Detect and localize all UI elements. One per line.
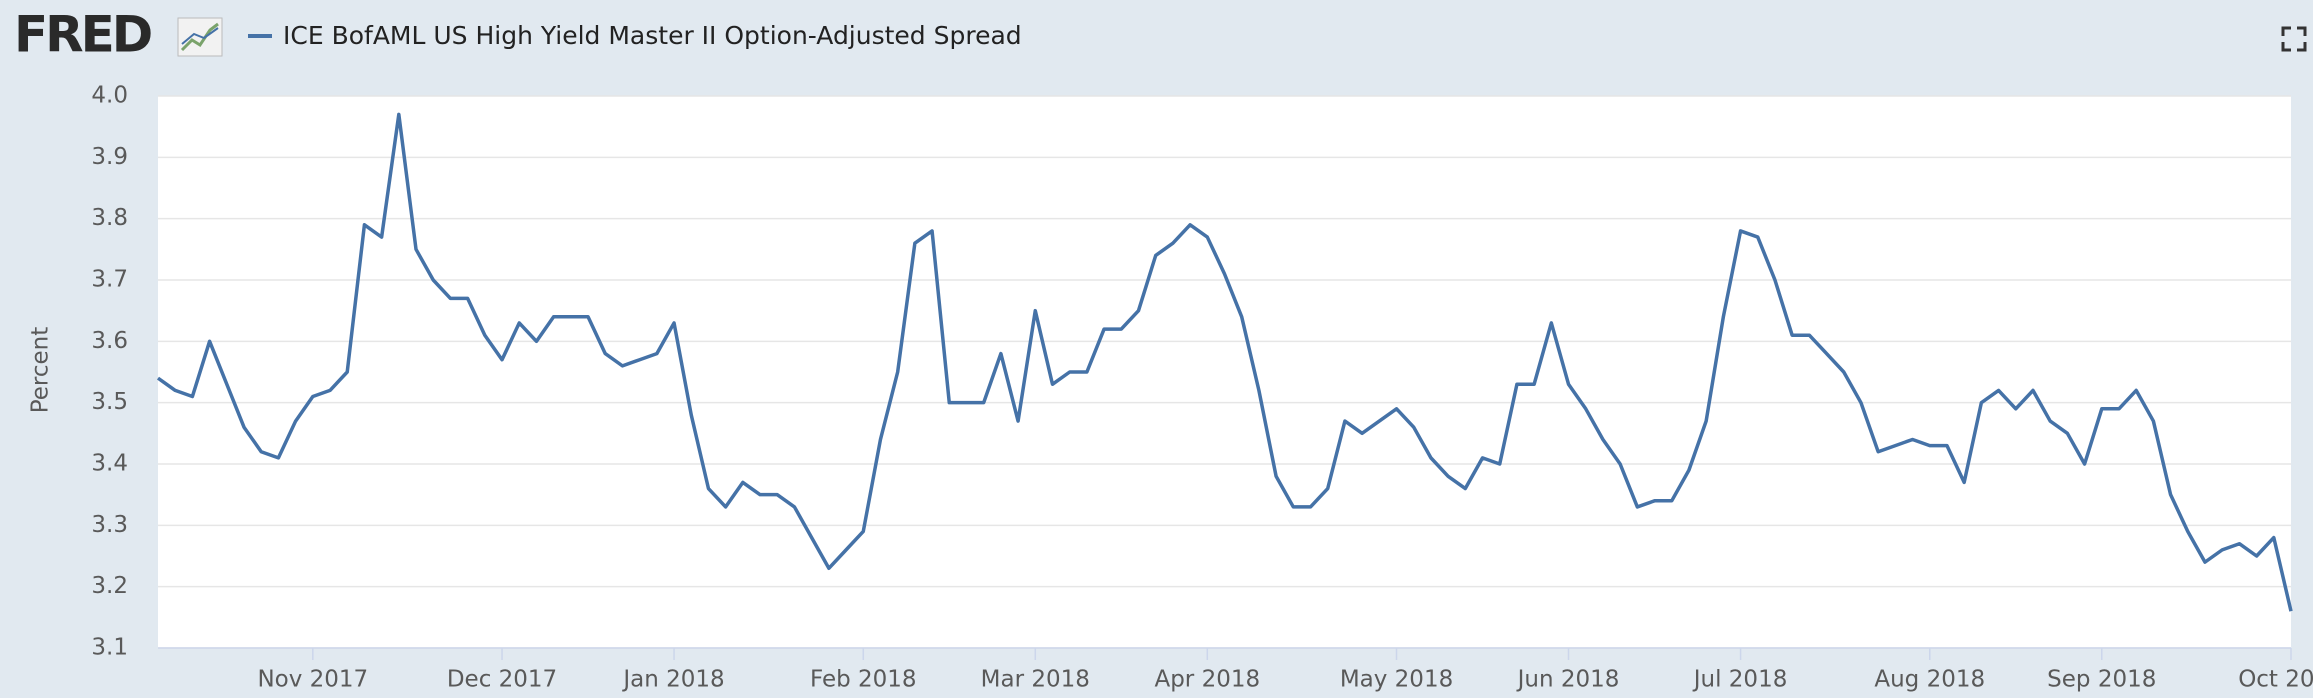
data-line: [156, 112, 2293, 612]
x-tick-label: Sep 2018: [2047, 667, 2156, 693]
x-tick-label: Nov 2017: [257, 667, 368, 693]
y-tick-label: 3.9: [91, 144, 128, 170]
fullscreen-icon[interactable]: [2281, 26, 2307, 52]
x-tick-label: Feb 2018: [810, 667, 917, 693]
x-tick-label: May 2018: [1340, 667, 1453, 693]
logo-icon: [177, 17, 223, 57]
y-tick-label: 3.6: [91, 328, 128, 354]
x-tick-label: Mar 2018: [981, 667, 1090, 693]
x-tick-label: Dec 2017: [447, 667, 557, 693]
x-tick-label: Apr 2018: [1154, 667, 1260, 693]
y-tick-label: 3.4: [91, 451, 128, 477]
x-tick-label: Jan 2018: [621, 667, 724, 693]
x-tick-label: Jun 2018: [1516, 667, 1620, 693]
y-tick-label: 3.2: [91, 573, 128, 599]
plot-area: [158, 96, 2291, 648]
y-tick-label: 3.1: [91, 635, 128, 661]
y-tick-label: 3.5: [91, 389, 128, 415]
logo: FRED: [14, 6, 151, 64]
y-tick-label: 4.0: [91, 83, 128, 109]
legend-label: ICE BofAML US High Yield Master II Optio…: [283, 21, 1022, 50]
x-tick-label: Oct 2018: [2238, 667, 2313, 693]
x-tick-label: Jul 2018: [1692, 667, 1788, 693]
y-tick-label: 3.8: [91, 205, 128, 231]
y-tick-label: 3.7: [91, 267, 128, 293]
y-tick-label: 3.3: [91, 512, 128, 538]
y-axis-label: Percent: [28, 327, 54, 414]
x-tick-label: Aug 2018: [1874, 667, 1985, 693]
